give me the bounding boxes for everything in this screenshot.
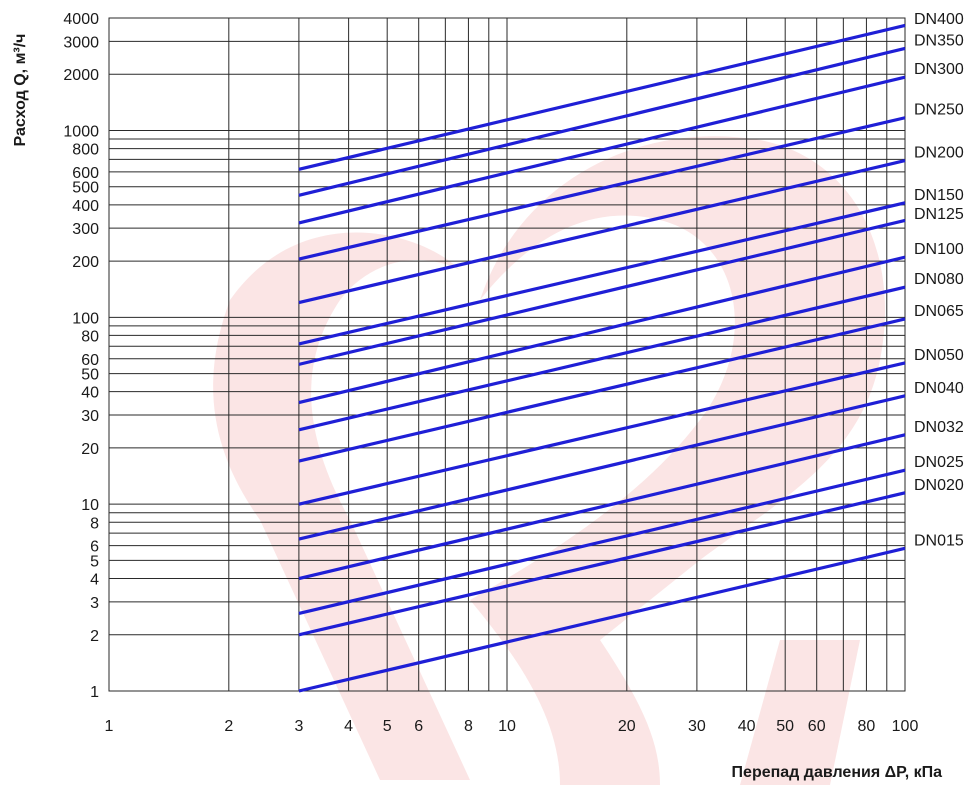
series-label-dn350: DN350 <box>914 32 964 49</box>
series-label-dn250: DN250 <box>914 102 964 119</box>
series-line-dn125 <box>298 218 906 366</box>
y-tick-label: 10 <box>81 497 99 514</box>
y-tick-label: 100 <box>72 310 99 327</box>
y-tick-label: 60 <box>81 352 99 369</box>
y-tick-label: 40 <box>81 385 99 402</box>
x-tick-label: 1 <box>105 718 114 735</box>
y-tick-label: 4 <box>90 572 99 589</box>
watermark-shape <box>470 136 885 785</box>
series-line-dn300 <box>298 75 906 225</box>
series-lines <box>298 23 906 693</box>
x-tick-label: 30 <box>688 718 706 735</box>
series-label-dn015: DN015 <box>914 532 964 549</box>
x-tick-label: 8 <box>464 718 473 735</box>
series-line-dn150 <box>298 201 906 346</box>
series-line-dn020 <box>298 491 906 637</box>
series-line-dn050 <box>298 361 906 506</box>
y-tick-label: 2000 <box>63 67 99 84</box>
y-tick-label: 5 <box>90 553 99 570</box>
y-tick-label: 500 <box>72 180 99 197</box>
y-tick-label: 400 <box>72 198 99 215</box>
series-line-dn025 <box>298 468 906 616</box>
series-label-dn032: DN032 <box>914 419 964 436</box>
y-tick-label: 20 <box>81 441 99 458</box>
x-tick-label: 4 <box>344 718 353 735</box>
series-label-dn100: DN100 <box>914 241 964 258</box>
series-label-dn080: DN080 <box>914 271 964 288</box>
x-tick-label: 3 <box>294 718 303 735</box>
series-line-dn100 <box>298 255 906 405</box>
x-tick-label: 40 <box>738 718 756 735</box>
series-line-dn032 <box>298 433 906 581</box>
series-line-dn400 <box>298 23 906 171</box>
y-tick-label: 3000 <box>63 34 99 51</box>
y-tick-label: 800 <box>72 142 99 159</box>
x-tick-label: 50 <box>776 718 794 735</box>
x-tick-label: 5 <box>383 718 392 735</box>
series-label-dn150: DN150 <box>914 187 964 204</box>
y-tick-label: 200 <box>72 254 99 271</box>
y-tick-label: 300 <box>72 221 99 238</box>
series-labels: DN400 DN350 DN300 DN250 DN200 DN150 DN125 DN100… <box>914 11 964 549</box>
x-tick-label: 10 <box>498 718 516 735</box>
x-tick-label: 100 <box>892 718 919 735</box>
series-label-dn040: DN040 <box>914 380 964 397</box>
series-line-dn065 <box>298 317 906 463</box>
y-tick-label: 6 <box>90 539 99 556</box>
series-line-dn200 <box>298 159 906 305</box>
x-tick-label: 6 <box>414 718 423 735</box>
x-tick-label: 2 <box>224 718 233 735</box>
y-tick-label: 1000 <box>63 123 99 140</box>
watermark-shape <box>740 640 860 785</box>
x-tick-label: 60 <box>808 718 826 735</box>
series-line-dn015 <box>298 546 906 693</box>
series-label-dn065: DN065 <box>914 303 964 320</box>
plot-frame <box>108 17 906 692</box>
y-tick-label: 600 <box>72 165 99 182</box>
series-line-dn250 <box>298 116 906 261</box>
series-label-dn125: DN125 <box>914 206 964 223</box>
series-label-dn300: DN300 <box>914 61 964 78</box>
y-tick-label: 8 <box>90 515 99 532</box>
y-axis-title: Расход Q, м³/ч <box>12 34 29 147</box>
watermark-logo <box>213 136 885 785</box>
y-tick-label: 4000 <box>63 11 99 28</box>
y-tick-label: 30 <box>81 408 99 425</box>
grid-lines <box>108 17 906 692</box>
y-tick-label: 80 <box>81 328 99 345</box>
series-label-dn020: DN020 <box>914 477 964 494</box>
series-label-dn400: DN400 <box>914 11 964 28</box>
series-line-dn040 <box>298 394 906 541</box>
series-label-dn025: DN025 <box>914 454 964 471</box>
x-tick-label: 80 <box>858 718 876 735</box>
y-tick-label: 3 <box>90 595 99 612</box>
series-line-dn080 <box>298 285 906 432</box>
series-label-dn050: DN050 <box>914 347 964 364</box>
x-axis-title: Перепад давления ΔP, кПа <box>732 764 943 781</box>
x-tick-labels: 1 2 3 4 5 6 8 10 20 30 40 50 60 80 100 <box>105 718 919 735</box>
series-label-dn200: DN200 <box>914 145 964 162</box>
series-line-dn350 <box>298 46 906 197</box>
x-tick-label: 20 <box>618 718 636 735</box>
y-tick-label: 1 <box>90 684 99 701</box>
y-tick-label: 2 <box>90 628 99 645</box>
y-tick-label: 50 <box>81 367 99 384</box>
watermark-shape <box>213 232 470 780</box>
